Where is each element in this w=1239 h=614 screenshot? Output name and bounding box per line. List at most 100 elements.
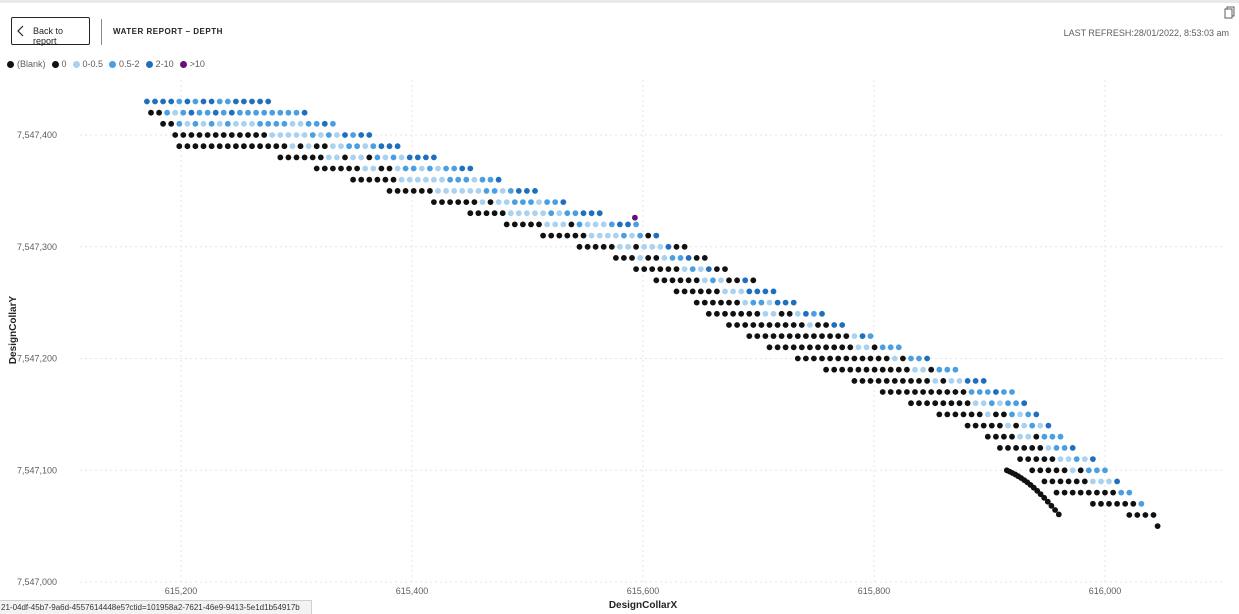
scatter-point[interactable] bbox=[883, 378, 890, 384]
scatter-point[interactable] bbox=[875, 355, 882, 362]
scatter-point[interactable] bbox=[887, 389, 894, 395]
scatter-point[interactable] bbox=[895, 366, 902, 373]
scatter-point[interactable] bbox=[358, 154, 365, 161]
scatter-point[interactable] bbox=[317, 154, 324, 161]
scatter-point[interactable] bbox=[742, 299, 749, 306]
scatter-point[interactable] bbox=[556, 210, 563, 217]
scatter-point[interactable] bbox=[629, 232, 635, 239]
scatter-point[interactable] bbox=[237, 132, 243, 138]
scatter-point[interactable] bbox=[673, 266, 680, 272]
scatter-point[interactable] bbox=[843, 355, 850, 362]
scatter-point[interactable] bbox=[1045, 467, 1052, 474]
scatter-point[interactable] bbox=[920, 389, 926, 395]
scatter-point[interactable] bbox=[1090, 500, 1096, 507]
scatter-point[interactable] bbox=[317, 132, 324, 138]
scatter-point[interactable] bbox=[803, 355, 809, 362]
scatter-point[interactable] bbox=[451, 165, 458, 172]
scatter-point[interactable] bbox=[867, 378, 874, 384]
scatter-point[interactable] bbox=[900, 355, 906, 362]
scatter-point[interactable] bbox=[689, 288, 696, 295]
scatter-point[interactable] bbox=[588, 232, 595, 239]
scatter-point[interactable] bbox=[794, 355, 801, 362]
scatter-point[interactable] bbox=[212, 132, 219, 138]
scatter-point[interactable] bbox=[418, 188, 425, 194]
scatter-point[interactable] bbox=[653, 255, 660, 261]
scatter-point[interactable] bbox=[228, 132, 235, 138]
scatter-point[interactable] bbox=[1001, 389, 1007, 395]
scatter-point[interactable] bbox=[224, 98, 231, 105]
scatter-point[interactable] bbox=[520, 221, 526, 228]
scatter-point[interactable] bbox=[269, 132, 276, 138]
scatter-point[interactable] bbox=[786, 310, 793, 317]
scatter-point[interactable] bbox=[774, 299, 781, 306]
scatter-point[interactable] bbox=[904, 389, 910, 395]
scatter-point[interactable] bbox=[1061, 489, 1068, 496]
scatter-point[interactable] bbox=[964, 400, 971, 407]
scatter-point[interactable] bbox=[532, 188, 538, 194]
scatter-point[interactable] bbox=[289, 143, 296, 150]
scatter-point[interactable] bbox=[515, 188, 522, 194]
scatter-point[interactable] bbox=[548, 232, 555, 239]
scatter-point[interactable] bbox=[928, 366, 935, 373]
scatter-point[interactable] bbox=[350, 154, 356, 161]
scatter-point[interactable] bbox=[1053, 489, 1060, 496]
scatter-point[interactable] bbox=[330, 120, 336, 127]
scatter-point[interactable] bbox=[701, 277, 708, 284]
scatter-point[interactable] bbox=[414, 176, 421, 183]
scatter-point[interactable] bbox=[507, 188, 514, 194]
scatter-point[interactable] bbox=[479, 199, 486, 206]
scatter-point[interactable] bbox=[863, 344, 870, 351]
scatter-point[interactable] bbox=[895, 344, 902, 351]
scatter-point[interactable] bbox=[180, 132, 187, 138]
scatter-point[interactable] bbox=[1053, 467, 1060, 474]
scatter-point[interactable] bbox=[423, 154, 429, 161]
scatter-point[interactable] bbox=[677, 277, 684, 284]
scatter-point[interactable] bbox=[835, 333, 842, 339]
scatter-point[interactable] bbox=[604, 232, 611, 239]
scatter-point[interactable] bbox=[1052, 507, 1058, 513]
scatter-point[interactable] bbox=[524, 210, 530, 217]
scatter-point[interactable] bbox=[330, 143, 336, 150]
scatter-point[interactable] bbox=[754, 288, 761, 295]
scatter-point[interactable] bbox=[491, 188, 498, 194]
scatter-point[interactable] bbox=[972, 378, 979, 384]
scatter-point[interactable] bbox=[386, 188, 393, 194]
scatter-point[interactable] bbox=[216, 120, 223, 127]
scatter-point[interactable] bbox=[1122, 500, 1129, 507]
scatter-point[interactable] bbox=[184, 120, 191, 127]
scatter-point[interactable] bbox=[313, 143, 320, 150]
scatter-point[interactable] bbox=[859, 378, 866, 384]
scatter-point[interactable] bbox=[1001, 433, 1007, 440]
scatter-point[interactable] bbox=[762, 288, 769, 295]
scatter-point[interactable] bbox=[891, 378, 898, 384]
scatter-point[interactable] bbox=[301, 154, 308, 161]
scatter-point[interactable] bbox=[233, 143, 239, 150]
scatter-point[interactable] bbox=[1037, 467, 1044, 474]
scatter-point[interactable] bbox=[354, 165, 360, 172]
scatter-point[interactable] bbox=[770, 333, 777, 339]
scatter-point[interactable] bbox=[1090, 478, 1096, 485]
scatter-point[interactable] bbox=[588, 210, 595, 217]
scatter-point[interactable] bbox=[746, 333, 753, 339]
scatter-point[interactable] bbox=[394, 143, 401, 150]
scatter-point[interactable] bbox=[410, 165, 417, 172]
scatter-point[interactable] bbox=[1005, 422, 1011, 429]
scatter-point[interactable] bbox=[402, 188, 409, 194]
scatter-point[interactable] bbox=[980, 400, 987, 407]
scatter-point[interactable] bbox=[1110, 489, 1116, 496]
scatter-point[interactable] bbox=[855, 366, 862, 373]
scatter-point[interactable] bbox=[613, 232, 619, 239]
scatter-point[interactable] bbox=[924, 400, 930, 407]
scatter-point[interactable] bbox=[459, 188, 466, 194]
scatter-point[interactable] bbox=[463, 176, 470, 183]
scatter-point[interactable] bbox=[782, 322, 789, 328]
scatter-point[interactable] bbox=[467, 210, 474, 217]
scatter-point[interactable] bbox=[269, 109, 276, 116]
scatter-point[interactable] bbox=[807, 344, 813, 351]
scatter-point[interactable] bbox=[1045, 422, 1052, 429]
scatter-point[interactable] bbox=[281, 120, 288, 127]
scatter-point[interactable] bbox=[192, 98, 199, 105]
back-to-report-button[interactable]: Back to report bbox=[11, 17, 90, 46]
scatter-point[interactable] bbox=[823, 366, 829, 373]
scatter-point[interactable] bbox=[188, 109, 195, 116]
